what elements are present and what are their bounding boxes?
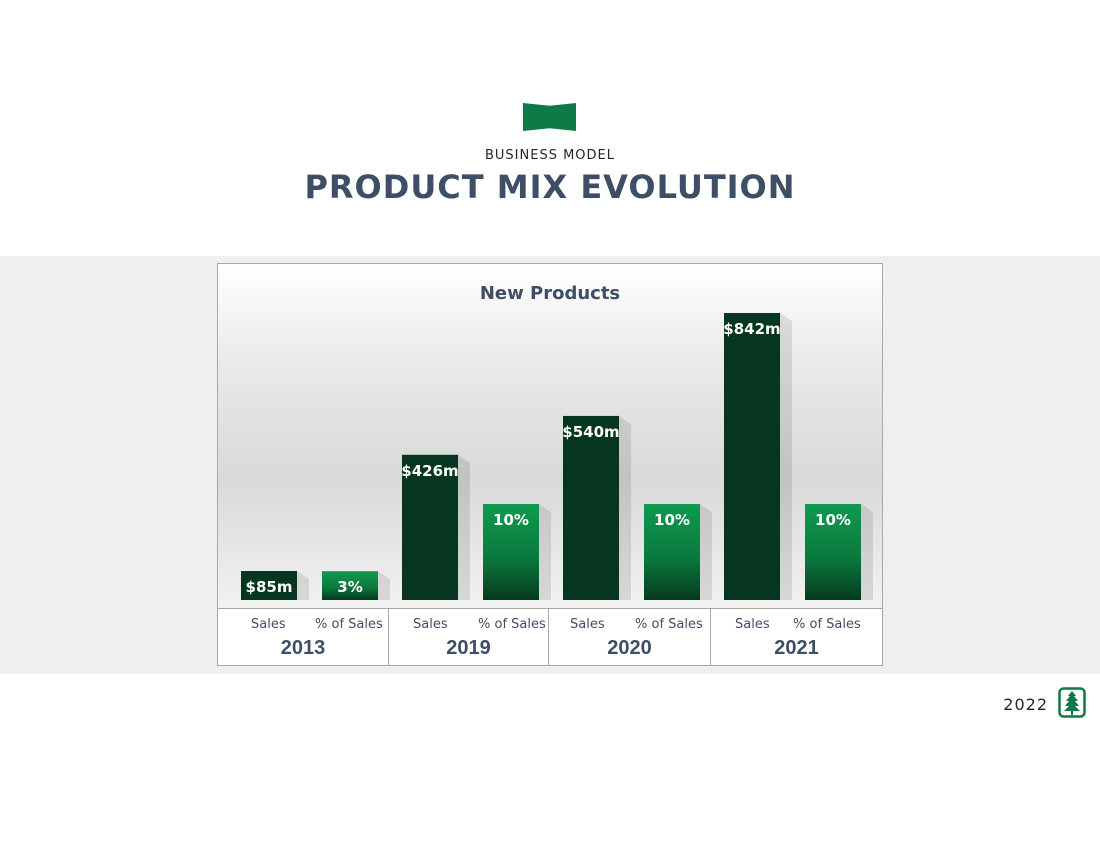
page-title: PRODUCT MIX EVOLUTION xyxy=(304,168,796,206)
series-label-sales: Sales xyxy=(251,617,286,632)
banner-ribbon-icon xyxy=(523,103,576,131)
series-label-sales: Sales xyxy=(735,617,770,632)
category-cell-2013: Sales % of Sales 2013 xyxy=(217,608,389,666)
series-label-percent: % of Sales xyxy=(478,617,546,632)
sales-bar xyxy=(402,454,458,600)
category-cell-2021: Sales % of Sales 2021 xyxy=(710,608,883,666)
bar-shadow xyxy=(378,571,390,600)
tree-logo-icon xyxy=(1058,687,1086,718)
bar-shadow xyxy=(297,571,309,600)
percent-data-label: 10% xyxy=(493,511,529,529)
category-label: 2013 xyxy=(280,637,326,659)
bar-shadow xyxy=(780,313,792,600)
percent-of-sales-bar xyxy=(644,504,700,600)
series-label-percent: % of Sales xyxy=(793,617,861,632)
percent-of-sales-bar xyxy=(322,571,378,600)
percent-data-label: 10% xyxy=(815,511,851,529)
category-label: 2019 xyxy=(446,637,491,659)
sales-bar xyxy=(724,313,780,600)
sales-bar xyxy=(563,415,619,600)
percent-of-sales-bar xyxy=(483,504,539,600)
footer-year: 2022 xyxy=(1003,695,1048,714)
series-label-sales: Sales xyxy=(570,617,605,632)
category-cell-2020: Sales % of Sales 2020 xyxy=(548,608,711,666)
series-label-sales: Sales xyxy=(413,617,448,632)
sales-data-label: $540m xyxy=(562,423,619,441)
bar-shadow xyxy=(700,504,712,600)
series-label-percent: % of Sales xyxy=(315,617,383,632)
chart-plot: $85m 3% $426m 10% $540m 10% $842m 10% xyxy=(241,313,873,600)
category-label: 2020 xyxy=(607,637,652,659)
bar-shadow xyxy=(458,454,470,600)
bar-shadow xyxy=(539,504,551,600)
bar-shadow xyxy=(861,504,873,600)
series-label-percent: % of Sales xyxy=(635,617,703,632)
chart-title: New Products xyxy=(479,283,621,304)
sales-data-label: $85m xyxy=(246,578,293,596)
bar-shadow xyxy=(619,415,631,600)
percent-data-label: 10% xyxy=(654,511,690,529)
sales-bar xyxy=(241,571,297,600)
sales-data-label: $426m xyxy=(401,462,458,480)
chart-area: New Products $85m 3% $426m 10% $540m 10% $842m… xyxy=(217,263,883,609)
category-label: 2021 xyxy=(774,637,819,659)
category-cell-2019: Sales % of Sales 2019 xyxy=(388,608,549,666)
sales-data-label: $842m xyxy=(723,320,780,338)
percent-data-label: 3% xyxy=(337,578,362,596)
percent-of-sales-bar xyxy=(805,504,861,600)
section-subtitle: BUSINESS MODEL xyxy=(484,148,615,163)
